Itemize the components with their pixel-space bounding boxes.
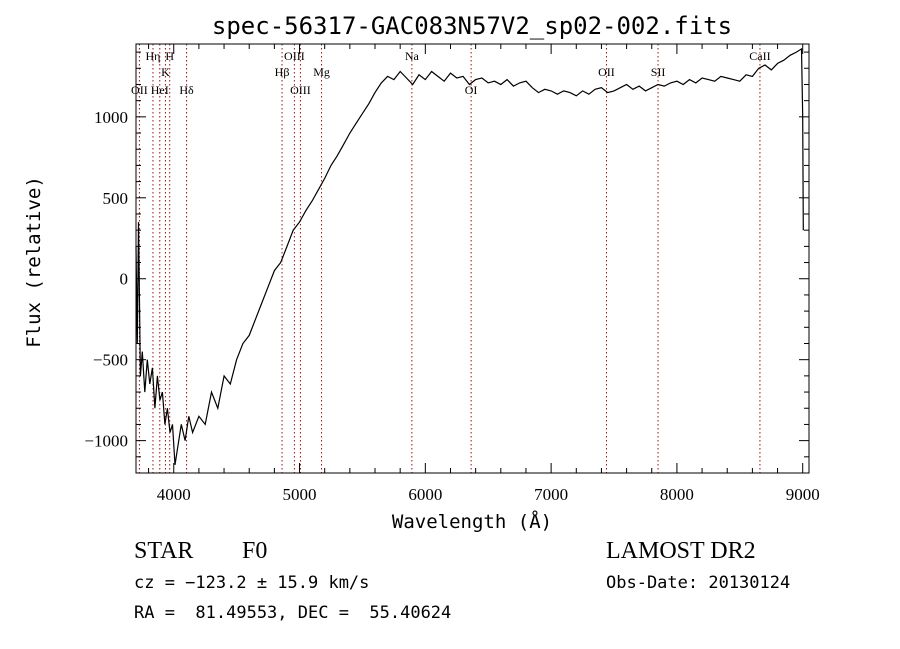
- marker-label-13: SII: [651, 65, 666, 79]
- y-axis-label: Flux (relative): [23, 176, 45, 348]
- x-tick-label-4: 8000: [660, 485, 694, 504]
- x-tick-label-2: 6000: [408, 485, 442, 504]
- x-tick-label-5: 9000: [786, 485, 820, 504]
- y-axis-ticks: −1000 −500 0 500 1000: [84, 51, 809, 458]
- spectrum-line: [135, 47, 804, 465]
- x-tick-label-1: 5000: [283, 485, 317, 504]
- marker-label-3: K: [161, 65, 170, 79]
- y-tick-label-1: −500: [93, 351, 128, 370]
- marker-label-6: Hβ: [275, 65, 290, 79]
- x-axis-label: Wavelength (Å): [392, 510, 552, 533]
- marker-label-5: Hδ: [179, 83, 194, 97]
- marker-label-2: HeI: [151, 83, 169, 97]
- coordinates: RA = 81.49553, DEC = 55.40624: [134, 603, 452, 623]
- y-tick-label-4: 1000: [94, 108, 128, 127]
- marker-label-4: H: [165, 49, 174, 63]
- y-tick-label-2: 0: [120, 270, 129, 289]
- x-tick-label-3: 7000: [534, 485, 568, 504]
- marker-label-8: OIII: [290, 83, 311, 97]
- y-tick-label-0: −1000: [84, 432, 128, 451]
- observation-date: Obs-Date: 20130124: [606, 573, 791, 593]
- y-tick-label-3: 500: [103, 189, 129, 208]
- redshift-velocity: cz = −123.2 ± 15.9 km/s: [134, 573, 370, 593]
- marker-label-12: OII: [598, 65, 615, 79]
- marker-label-7: OIII: [284, 49, 305, 63]
- marker-label-14: CaII: [749, 49, 770, 63]
- survey-name: LAMOST DR2: [606, 538, 756, 564]
- marker-label-9: Mg: [313, 65, 330, 79]
- chart-title: spec-56317-GAC083N57V2_sp02-002.fits: [212, 12, 732, 40]
- marker-label-0: OII: [131, 83, 148, 97]
- plot-frame: [135, 43, 810, 474]
- x-tick-label-0: 4000: [157, 485, 191, 504]
- x-axis-ticks: 4000 5000 6000 7000 8000 9000: [148, 44, 820, 504]
- object-subclass: F0: [242, 538, 268, 564]
- object-type: STAR: [134, 538, 194, 564]
- marker-label-10: Na: [405, 49, 420, 63]
- marker-label-1: Hη: [146, 49, 161, 63]
- marker-label-11: OI: [465, 83, 478, 97]
